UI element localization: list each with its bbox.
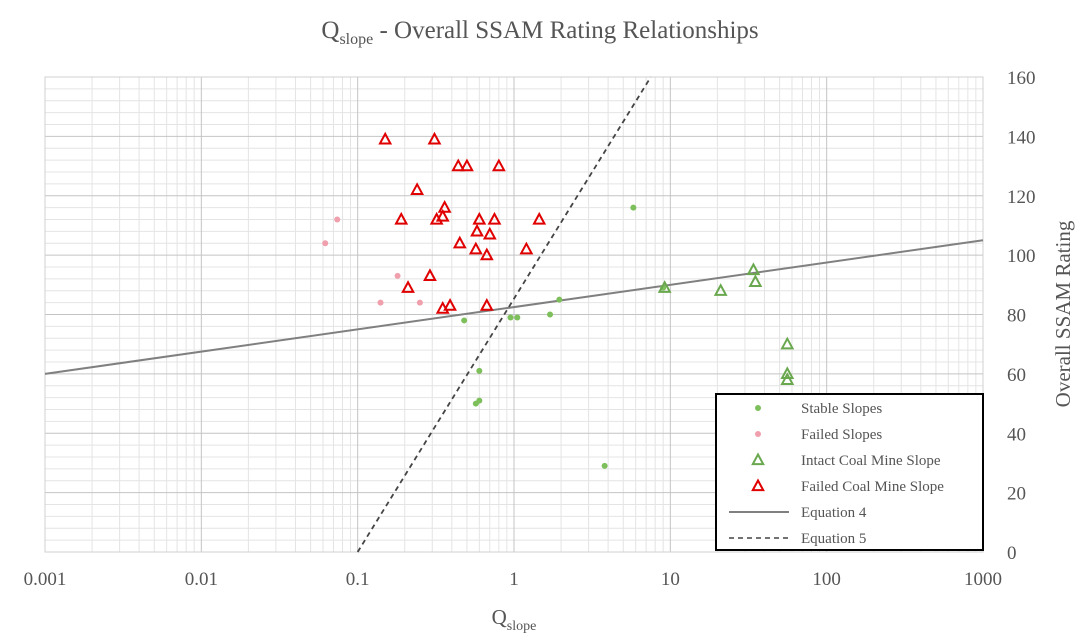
failed-slope-point: [394, 272, 401, 279]
failed-coal-mine-slope-point: [378, 131, 393, 145]
stable-slope-point: [630, 204, 637, 211]
failed-coal-mine-slope-point: [532, 211, 547, 225]
x-tick-label: 1: [509, 569, 519, 590]
failed-slope-point: [334, 216, 341, 223]
intact-coal-mine-slope-point: [780, 366, 795, 379]
failed-coal-mine-slope-point: [487, 211, 502, 225]
failed-slope-point: [322, 240, 329, 247]
legend-entry-equation-4: Equation 4: [729, 505, 867, 521]
y-tick-label: 100: [1007, 246, 1036, 267]
y-tick-label: 120: [1007, 187, 1036, 208]
legend-symbol: [751, 452, 765, 466]
failed-coal-mine-slope-point: [519, 241, 534, 255]
failed-coal-mine-slope-point: [491, 158, 506, 172]
legend-symbol: [755, 405, 761, 411]
y-tick-label: 20: [1007, 484, 1026, 505]
intact-coal-mine-slope-point: [657, 280, 672, 293]
y-tick-label: 40: [1007, 424, 1026, 445]
failed-coal-mine-slope-point: [410, 182, 425, 195]
failed-coal-mine-slope-point: [401, 280, 415, 293]
x-tick-label: 1000: [964, 569, 1002, 590]
legend-entry-equation-5: Equation 5: [729, 531, 866, 547]
failed-coal-mine-slope-point: [470, 223, 484, 237]
legend-symbol: [755, 431, 761, 437]
failed-coal-mine-slope-point: [435, 208, 450, 222]
x-axis-label-subscript: slope: [507, 619, 537, 634]
failed-coal-mine-slope-point: [460, 158, 474, 172]
legend: Stable Slopes Failed Slopes Intact Coal Mi…: [715, 393, 984, 551]
legend-label: Failed Coal Mine Slope: [801, 479, 944, 495]
chart-title-main: Q: [321, 17, 339, 44]
intact-coal-mine-slope-point: [780, 336, 795, 350]
failed-coal-mine-slope-point: [452, 235, 467, 249]
failed-coal-mine-slope-point: [427, 131, 442, 145]
intact-coal-mine-slope-point: [748, 274, 763, 287]
legend-box: [715, 393, 984, 551]
data-points: [322, 131, 795, 469]
failed-coal-mine-slope-point: [451, 158, 466, 172]
y-tick-label: 0: [1007, 543, 1017, 564]
x-tick-label: 0.01: [185, 569, 218, 590]
failed-coal-mine-slope-point: [437, 200, 452, 213]
failed-coal-mine-slope-point: [394, 211, 409, 225]
stable-slope-point: [476, 397, 483, 404]
stable-slope-point: [514, 314, 521, 321]
legend-label: Stable Slopes: [801, 401, 882, 417]
failed-coal-mine-slope-point: [482, 226, 497, 240]
x-axis-label: Qslope: [492, 605, 537, 634]
stable-slope-point: [556, 296, 563, 303]
y-tick-label: 60: [1007, 365, 1026, 386]
failed-slope-point: [377, 299, 384, 306]
stable-slope-point: [601, 462, 608, 469]
chart-title-subscript: slope: [339, 31, 373, 48]
intact-coal-mine-slope-point: [713, 283, 728, 296]
stable-slope-point: [507, 314, 514, 321]
intact-coal-mine-slope-point: [746, 262, 761, 276]
chart-title-rest: - Overall SSAM Rating Relationships: [373, 17, 758, 44]
stable-slope-point: [461, 317, 468, 324]
x-tick-label: 10: [661, 569, 680, 590]
stable-slope-point: [476, 367, 483, 374]
legend-label: Intact Coal Mine Slope: [801, 453, 941, 469]
legend-entry-intact-coal-mine-slope: Intact Coal Mine Slope: [751, 452, 941, 469]
x-axis-tick-labels: 0.001 0.01 0.1 1 10 100 1000: [24, 569, 1002, 590]
failed-coal-mine-slope-point: [472, 211, 487, 225]
y-tick-label: 140: [1007, 127, 1036, 148]
equation-lines: [44, 76, 984, 553]
legend-entry-failed-slopes: Failed Slopes: [755, 427, 882, 443]
chart-title: Qslope - Overall SSAM Rating Relationshi…: [321, 17, 758, 48]
y-tick-label: 80: [1007, 306, 1026, 327]
equation-4-line: [44, 239, 984, 375]
legend-entry-failed-coal-mine-slope: Failed Coal Mine Slope: [751, 478, 944, 495]
x-tick-label: 0.001: [24, 569, 67, 590]
y-axis-tick-labels: 0 20 40 60 80 100 120 140 160: [1007, 68, 1036, 564]
failed-coal-mine-slope-point: [479, 297, 494, 311]
plot-area-border: [44, 76, 984, 553]
x-tick-label: 100: [812, 569, 841, 590]
y-axis-label: Overall SSAM Rating: [1051, 220, 1075, 407]
failed-coal-mine-slope-point: [479, 247, 494, 261]
legend-entry-stable-slopes: Stable Slopes: [755, 401, 882, 417]
failed-coal-mine-slope-point: [423, 268, 437, 282]
stable-slope-point: [547, 311, 554, 318]
legend-label: Equation 4: [801, 505, 867, 521]
failed-slope-point: [416, 299, 423, 306]
intact-coal-mine-slope-point: [780, 372, 795, 385]
equation-5-line: [356, 76, 652, 553]
failed-coal-mine-slope-point: [443, 297, 457, 311]
legend-symbol: [751, 478, 765, 492]
legend-label: Equation 5: [801, 531, 866, 547]
x-tick-label: 0.1: [346, 569, 370, 590]
x-axis-label-main: Q: [492, 605, 507, 629]
legend-label: Failed Slopes: [801, 427, 882, 443]
y-tick-label: 160: [1007, 68, 1036, 89]
failed-coal-mine-slope-point: [468, 241, 483, 255]
